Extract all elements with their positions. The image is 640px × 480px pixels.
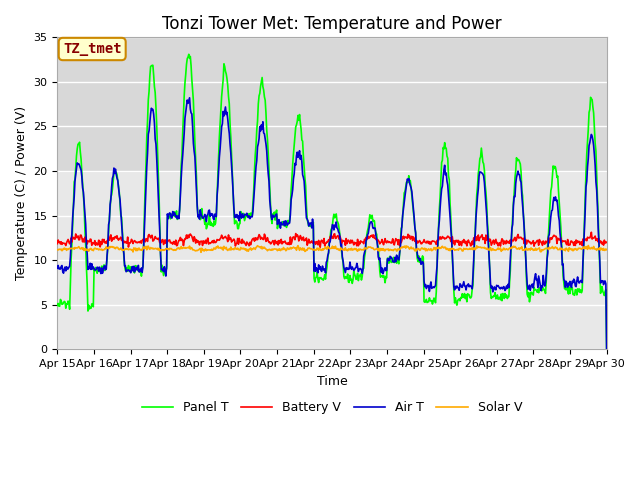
Air T — [186, 95, 193, 101]
Panel T — [120, 253, 128, 259]
Line: Solar V: Solar V — [58, 246, 607, 252]
Panel T — [54, 302, 61, 308]
Battery V — [205, 241, 212, 247]
Panel T — [603, 347, 611, 352]
Solar V — [399, 244, 407, 250]
Solar V — [54, 247, 61, 253]
Battery V — [603, 240, 611, 245]
Air T — [120, 251, 128, 256]
Solar V — [63, 246, 71, 252]
Battery V — [54, 241, 61, 247]
Air T — [205, 207, 213, 213]
Solar V — [584, 243, 592, 249]
Battery V — [120, 240, 128, 246]
Panel T — [63, 301, 71, 307]
Solar V — [120, 247, 128, 253]
Battery V — [415, 238, 423, 243]
Bar — [58, 37, 607, 171]
Legend: Panel T, Battery V, Air T, Solar V: Panel T, Battery V, Air T, Solar V — [137, 396, 527, 419]
Battery V — [399, 233, 407, 239]
Air T — [603, 347, 611, 352]
Solar V — [603, 247, 611, 252]
Panel T — [176, 207, 184, 213]
Battery V — [63, 238, 71, 244]
Panel T — [205, 211, 213, 217]
Y-axis label: Temperature (C) / Power (V): Temperature (C) / Power (V) — [15, 106, 28, 280]
Solar V — [197, 250, 205, 255]
Air T — [415, 258, 423, 264]
Title: Tonzi Tower Met: Temperature and Power: Tonzi Tower Met: Temperature and Power — [162, 15, 502, 33]
Battery V — [588, 229, 595, 235]
Panel T — [399, 201, 407, 206]
Air T — [176, 206, 184, 212]
Panel T — [415, 260, 423, 265]
X-axis label: Time: Time — [317, 374, 348, 387]
Panel T — [185, 51, 193, 57]
Solar V — [415, 247, 423, 253]
Air T — [399, 206, 407, 212]
Solar V — [205, 247, 213, 253]
Line: Air T: Air T — [58, 98, 607, 349]
Battery V — [316, 245, 324, 251]
Text: TZ_tmet: TZ_tmet — [63, 42, 122, 56]
Solar V — [176, 246, 184, 252]
Air T — [63, 266, 71, 272]
Battery V — [176, 238, 184, 243]
Air T — [54, 265, 61, 271]
Line: Battery V: Battery V — [58, 232, 607, 248]
Line: Panel T: Panel T — [58, 54, 607, 349]
